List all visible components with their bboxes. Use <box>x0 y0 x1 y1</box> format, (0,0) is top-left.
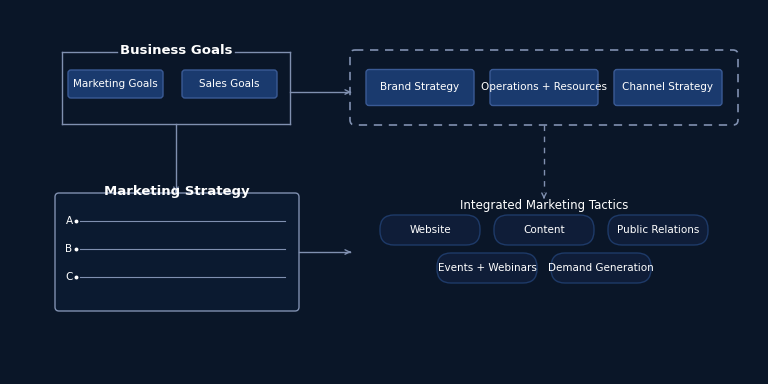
FancyBboxPatch shape <box>494 215 594 245</box>
Text: Brand Strategy: Brand Strategy <box>380 83 459 93</box>
Text: Marketing Goals: Marketing Goals <box>73 79 158 89</box>
Text: Integrated Marketing Tactics: Integrated Marketing Tactics <box>460 200 628 212</box>
Text: Marketing Strategy: Marketing Strategy <box>104 185 250 199</box>
Text: Events + Webinars: Events + Webinars <box>438 263 536 273</box>
FancyBboxPatch shape <box>614 70 722 106</box>
FancyBboxPatch shape <box>68 70 163 98</box>
FancyBboxPatch shape <box>608 215 708 245</box>
FancyBboxPatch shape <box>380 215 480 245</box>
Text: Business Goals: Business Goals <box>120 45 232 58</box>
Text: Content: Content <box>523 225 564 235</box>
Text: Channel Strategy: Channel Strategy <box>623 83 713 93</box>
Text: Operations + Resources: Operations + Resources <box>481 83 607 93</box>
FancyBboxPatch shape <box>366 70 474 106</box>
Text: A: A <box>65 216 72 226</box>
Text: Website: Website <box>409 225 451 235</box>
Text: B: B <box>65 244 72 254</box>
FancyBboxPatch shape <box>551 253 651 283</box>
Text: C: C <box>65 272 73 282</box>
FancyBboxPatch shape <box>182 70 277 98</box>
Text: Demand Generation: Demand Generation <box>548 263 654 273</box>
Text: Sales Goals: Sales Goals <box>199 79 260 89</box>
Text: Public Relations: Public Relations <box>617 225 699 235</box>
FancyBboxPatch shape <box>437 253 537 283</box>
FancyBboxPatch shape <box>490 70 598 106</box>
FancyBboxPatch shape <box>55 193 299 311</box>
